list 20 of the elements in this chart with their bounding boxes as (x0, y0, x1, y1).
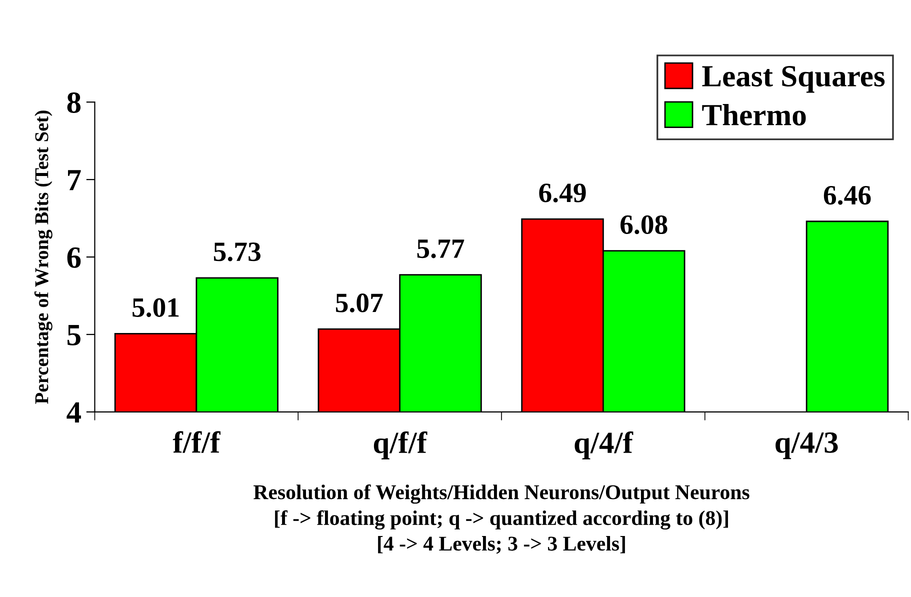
data-label: 5.07 (336, 294, 383, 312)
legend-label: Least Squares (702, 66, 885, 93)
x-axis-title: Resolution of Weights/Hidden Neurons/Output Neurons [f -> floating point; q -> quantized according to (8)] [4 -> 4 Levels; 3 -> 3 Levels] (254, 484, 750, 554)
y-tick-label: 5 (67, 325, 80, 346)
y-tick-label: 6 (67, 247, 81, 268)
data-label: 6.08 (620, 215, 668, 234)
x-tick-label: f/f/f (172, 431, 220, 453)
data-label: 5.77 (417, 240, 464, 258)
x-tick-label: q/f/f (374, 431, 428, 460)
legend-label: Thermo (702, 104, 806, 126)
data-label: 6.46 (824, 186, 871, 205)
y-axis-title: Percentage of Wrong Bits (Test Set) (34, 110, 52, 404)
y-tick-label: 8 (67, 92, 81, 113)
y-tick-label: 7 (68, 170, 81, 190)
y-tick-label: 4 (66, 402, 81, 423)
data-label: 5.73 (214, 242, 260, 262)
data-label: 5.01 (132, 298, 179, 318)
x-tick-label: q/4/f (574, 431, 634, 460)
x-tick-label: q/4/3 (776, 432, 838, 460)
data-label: 6.49 (539, 184, 586, 202)
